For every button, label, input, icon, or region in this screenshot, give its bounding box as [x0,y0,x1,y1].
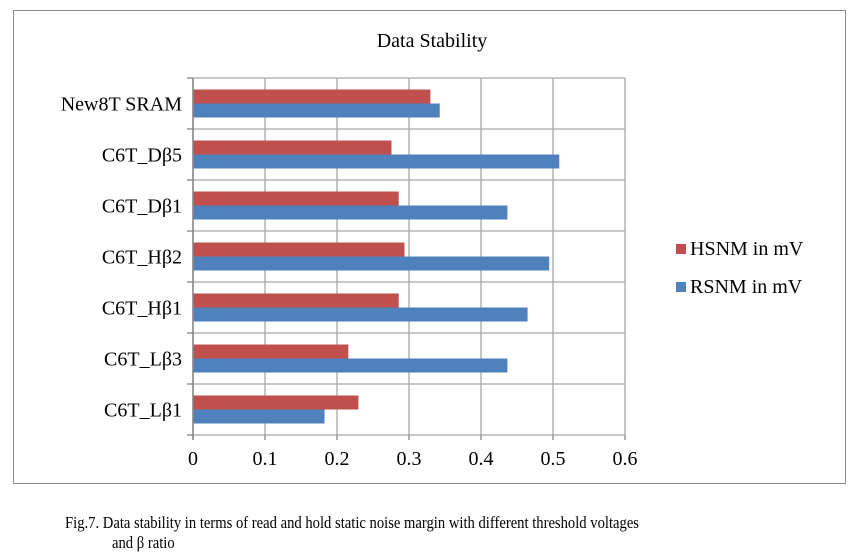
bar-rsnm [193,307,528,322]
bar-hsnm [193,293,399,308]
bar-hsnm [193,395,359,410]
x-tick-label: 0.6 [613,448,638,470]
bar-hsnm [193,242,405,257]
bars [193,89,560,424]
x-tick-label: 0 [188,448,198,470]
figure-caption-line1: Fig.7. Data stability in terms of read a… [65,513,639,532]
y-tick-label: New8T SRAM [61,94,183,116]
legend-label: RSNM in mV [690,276,803,298]
bar-rsnm [193,409,325,424]
chart-title: Data Stability [377,30,488,52]
chart: Data Stability 0 0.1 0.2 0.3 0.4 0.5 0.6 C6T_Lβ… [61,30,804,471]
chart-frame [13,10,846,484]
bar-hsnm [193,191,399,206]
legend: HSNM in mV RSNM in mV [676,238,804,298]
y-tick-label: C6T_Lβ3 [104,349,182,371]
bar-hsnm [193,140,392,155]
axes [187,77,626,440]
y-tick-label: C6T_Dβ5 [102,145,182,167]
y-tick-label: C6T_Dβ1 [102,196,182,218]
legend-label: HSNM in mV [690,238,804,260]
y-tick-label: C6T_Lβ1 [104,400,182,422]
bar-rsnm [193,154,560,169]
y-tick-label: C6T_Hβ2 [102,247,182,269]
x-tick-label: 0.3 [397,448,422,470]
x-tick-label: 0.2 [325,448,350,470]
bar-rsnm [193,256,550,271]
x-tick-label: 0.5 [541,448,566,470]
bar-hsnm [193,344,349,359]
figure-caption-line2: and β ratio [112,533,175,552]
bar-rsnm [193,103,440,118]
legend-swatch [676,244,686,254]
x-tick-label: 0.1 [253,448,278,470]
y-tick-label: C6T_Hβ1 [102,298,182,320]
bar-rsnm [193,358,508,373]
bar-rsnm [193,205,508,220]
legend-swatch [676,282,686,292]
tick-labels: 0 0.1 0.2 0.3 0.4 0.5 0.6 C6T_Lβ1 C6T_Lβ3 C6T_Hβ1… [61,94,638,471]
bar-hsnm [193,89,431,104]
x-tick-label: 0.4 [469,448,494,470]
